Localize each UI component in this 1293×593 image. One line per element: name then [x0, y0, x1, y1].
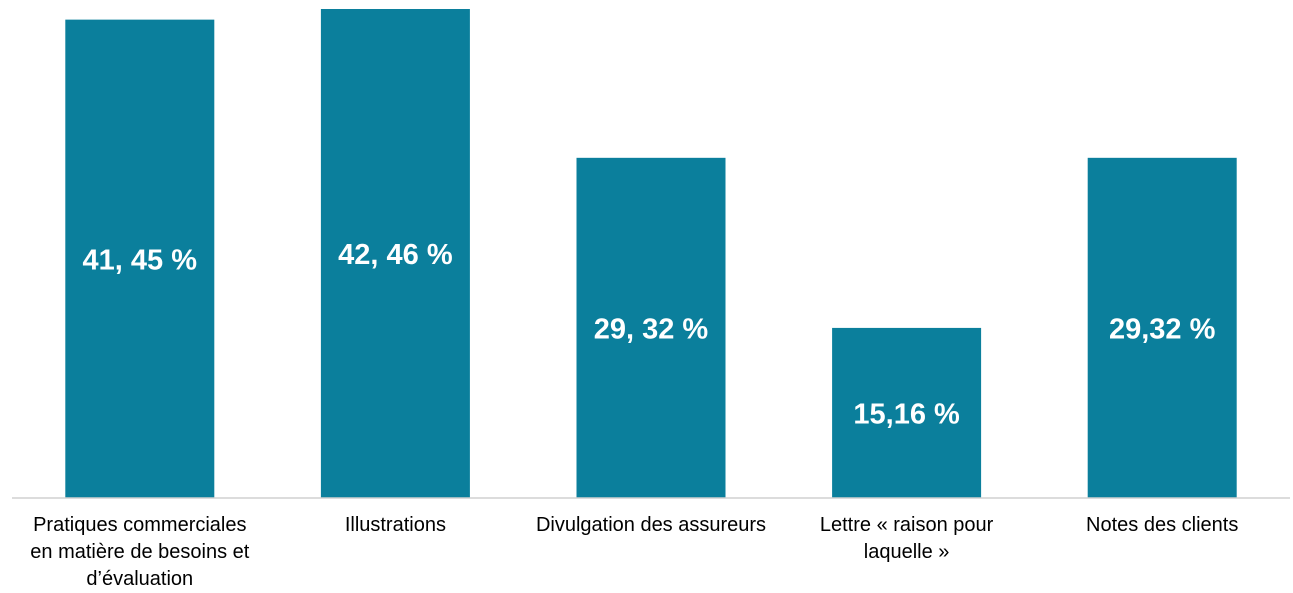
- bar: [320, 9, 470, 498]
- x-tick-label: Divulgation des assureurs: [535, 514, 767, 536]
- bar: [832, 327, 982, 498]
- x-tick-label: Notes des clients: [1086, 514, 1239, 536]
- value-label: 42, 46 %: [338, 239, 453, 271]
- bar: [65, 19, 215, 499]
- bar: [1087, 157, 1237, 498]
- x-tick-label: Lettre « raison pour laquelle »: [819, 514, 994, 563]
- value-label: 29,32 %: [1109, 314, 1216, 346]
- value-label: 29, 32 %: [594, 314, 709, 346]
- x-tick-label: Illustrations: [344, 514, 446, 536]
- x-tick-label: Pratiques commerciales en matière de bes…: [30, 514, 250, 590]
- bar: [576, 157, 726, 498]
- value-label: 15,16 %: [853, 399, 960, 431]
- value-label: 41, 45 %: [83, 244, 198, 276]
